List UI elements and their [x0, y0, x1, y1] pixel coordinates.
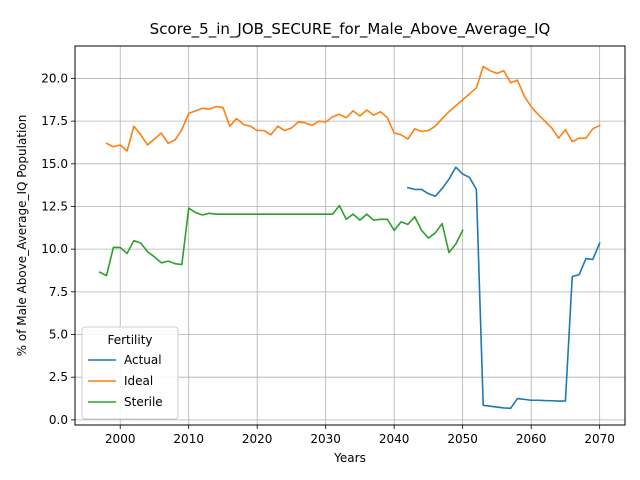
x-tick-label: 2040	[379, 432, 410, 446]
x-tick-label: 2050	[447, 432, 478, 446]
y-tick-label: 0.0	[49, 413, 68, 427]
y-tick-label: 12.5	[41, 199, 68, 213]
x-axis-label: Years	[333, 451, 366, 465]
x-tick-label: 2020	[242, 432, 273, 446]
x-tick-label: 2030	[310, 432, 341, 446]
legend-label-ideal: Ideal	[124, 374, 153, 388]
x-tick-label: 2010	[173, 432, 204, 446]
x-axis: 2000 2010 2020 2030 2040 2050 2060 2070	[105, 425, 615, 446]
series-layer	[98, 65, 601, 410]
chart-title: Score_5_in_JOB_SECURE_for_Male_Above_Ave…	[150, 20, 551, 39]
y-tick-label: 2.5	[49, 370, 68, 384]
y-tick-label: 5.0	[49, 328, 68, 342]
legend-box	[81, 326, 179, 420]
y-tick-label: 10.0	[41, 242, 68, 256]
y-tick-label: 20.0	[41, 71, 68, 85]
legend-label-sterile: Sterile	[124, 395, 163, 409]
legend: Fertility Actual Ideal Sterile	[81, 326, 179, 420]
y-axis: 0.0 2.5 5.0 7.5 10.0 12.5 15.0 17.5 20.0	[41, 71, 75, 427]
plot-frame	[74, 45, 626, 426]
y-tick-label: 15.0	[41, 157, 68, 171]
x-tick-label: 2060	[516, 432, 547, 446]
series-line-sterile	[98, 204, 464, 277]
legend-label-actual: Actual	[124, 353, 162, 367]
grid	[75, 46, 625, 425]
y-tick-label: 7.5	[49, 285, 68, 299]
legend-title: Fertility	[107, 333, 152, 347]
y-tick-label: 17.5	[41, 114, 68, 128]
series-line-actual	[406, 166, 601, 410]
x-tick-label: 2070	[584, 432, 615, 446]
series-line-ideal	[105, 65, 601, 152]
x-tick-label: 2000	[105, 432, 136, 446]
y-axis-label: % of Male Above_Average_IQ Population	[15, 115, 29, 357]
